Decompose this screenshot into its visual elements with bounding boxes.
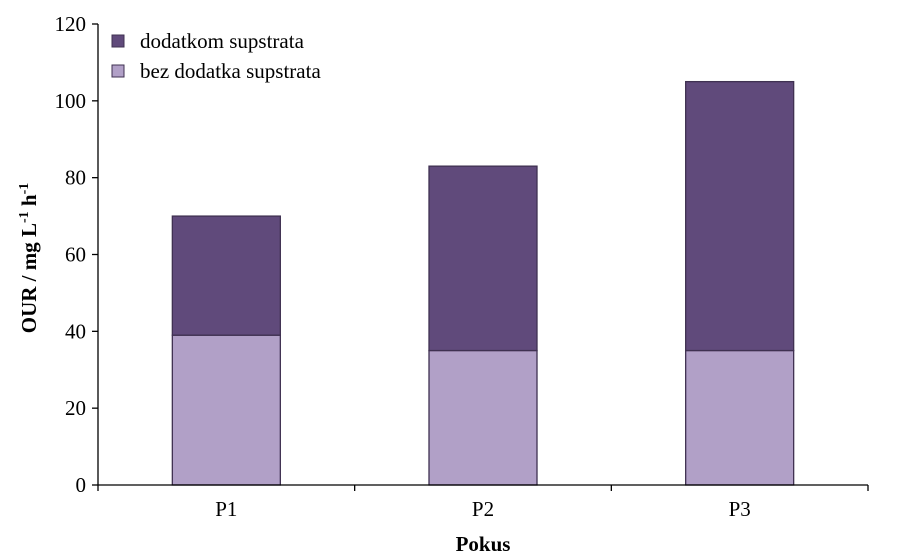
y-tick-label: 0 <box>76 473 87 497</box>
bar-segment-dodatkom-p2 <box>428 165 538 352</box>
axes-layer: 0 20 40 60 80 100 120 P1 P2 P3 <box>55 12 869 521</box>
bar-segment-dodatkom-p1 <box>171 215 281 336</box>
legend: dodatkom supstrata bez dodatka supstrata <box>111 29 321 83</box>
legend-label: dodatkom supstrata <box>140 29 305 53</box>
y-tick-label: 40 <box>65 319 86 343</box>
bars-layer <box>171 80 795 486</box>
x-tick-label: P1 <box>215 497 237 521</box>
y-axis-title-main: OUR / mg L <box>17 223 41 333</box>
legend-swatch <box>111 34 125 48</box>
legend-swatch <box>111 64 125 78</box>
bar-segment-dodatkom-p3 <box>685 80 795 352</box>
y-axis-title-sup2: -1 <box>17 183 32 195</box>
y-tick-label: 60 <box>65 243 86 267</box>
x-tick-label: P2 <box>472 497 494 521</box>
y-tick-label: 80 <box>65 166 86 190</box>
y-axis-title: OUR / mg L-1 h-1 <box>17 183 41 334</box>
legend-label: bez dodatka supstrata <box>140 59 321 83</box>
x-tick-label: P3 <box>729 497 751 521</box>
bar-segment-bez-dodatka-p3 <box>685 349 795 486</box>
y-axis-title-mid: h <box>17 194 41 211</box>
y-axis-title-sup1: -1 <box>17 211 32 223</box>
bar-segment-bez-dodatka-p2 <box>428 349 538 486</box>
bar-segment-bez-dodatka-p1 <box>171 334 281 486</box>
y-tick-label: 100 <box>55 89 87 113</box>
y-tick-label: 20 <box>65 396 86 420</box>
y-tick-label: 120 <box>55 12 87 36</box>
x-axis-title: Pokus <box>456 532 511 555</box>
